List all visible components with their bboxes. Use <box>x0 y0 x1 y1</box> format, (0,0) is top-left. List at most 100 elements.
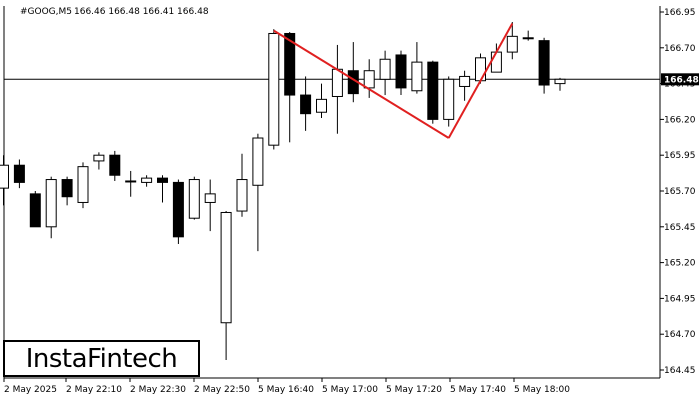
candle <box>459 70 471 101</box>
pattern-line-segment <box>273 29 450 139</box>
candle <box>427 60 439 124</box>
x-tick-label: 2 May 2025 <box>4 385 57 395</box>
bear-candle-body <box>284 32 296 96</box>
bull-candle-body <box>45 179 57 228</box>
candle <box>443 76 455 127</box>
candle <box>316 83 327 118</box>
candle <box>204 179 216 232</box>
bull-candle-body <box>459 75 471 87</box>
bull-candle-body <box>93 154 105 162</box>
bull-candle-body <box>188 179 200 219</box>
bear-candle-body <box>300 94 312 115</box>
y-tick-label: 165.45 <box>664 223 696 233</box>
candles <box>0 22 566 360</box>
symbol-label: #GOOG,M5 <box>20 7 72 17</box>
pattern-line-segment <box>447 22 514 139</box>
bear-candle-body <box>109 154 121 176</box>
x-tick-label: 2 May 22:50 <box>194 385 250 395</box>
bull-candle-body <box>268 32 280 146</box>
x-tick-label: 2 May 22:30 <box>130 385 186 395</box>
y-tick-label: 164.70 <box>664 330 696 340</box>
y-axis: 166.95166.70166.45166.20165.95165.70165.… <box>660 8 699 376</box>
candle <box>379 50 391 96</box>
ohlc-values: 166.46 166.48 166.41 166.48 <box>74 7 209 17</box>
candle <box>220 211 232 360</box>
bear-candle-body <box>172 181 184 238</box>
x-tick-label: 5 May 17:20 <box>386 385 442 395</box>
candle <box>300 76 312 131</box>
candle <box>157 175 168 203</box>
bull-candle-body <box>204 193 216 203</box>
bull-candle-body <box>0 164 9 189</box>
candle <box>61 176 73 206</box>
logo-text: InstaFintech <box>25 343 178 374</box>
candle <box>411 42 423 94</box>
x-tick-label: 5 May 16:40 <box>258 385 314 395</box>
candle <box>93 152 105 170</box>
candle <box>554 77 566 91</box>
bull-candle-body <box>316 98 327 113</box>
candle <box>522 30 534 41</box>
bull-candle-body <box>411 61 423 92</box>
y-tick-label: 165.70 <box>664 187 696 197</box>
candle <box>109 150 121 181</box>
candle <box>506 22 518 60</box>
candle <box>141 175 153 187</box>
chart-header: #GOOG,M5 166.46 166.48 166.41 166.48 <box>20 7 209 17</box>
bull-candle-body <box>443 78 455 120</box>
x-tick-label: 5 May 18:00 <box>514 385 570 395</box>
bear-candle-body <box>157 177 168 183</box>
candle <box>331 44 343 134</box>
bull-candle-body <box>475 57 486 82</box>
bull-candle-body <box>363 70 375 89</box>
bull-candle-body <box>554 78 566 85</box>
y-tick-label: 164.45 <box>664 366 696 376</box>
candle <box>347 42 359 103</box>
candle <box>538 37 550 94</box>
bull-candle-body <box>331 68 343 97</box>
candle <box>125 170 137 197</box>
bull-candle-body <box>379 58 391 80</box>
bull-candle-body <box>141 177 153 183</box>
candle <box>363 59 375 98</box>
bull-candle-body <box>236 179 248 212</box>
candle <box>172 179 184 244</box>
candle <box>188 176 200 220</box>
candle <box>13 159 25 189</box>
candle <box>284 32 296 143</box>
chart-frame <box>3 6 661 379</box>
candle <box>252 133 264 252</box>
candle <box>395 50 407 96</box>
candle <box>45 176 57 239</box>
x-tick-label: 5 May 17:40 <box>450 385 506 395</box>
candle <box>236 153 248 217</box>
bear-candle-body <box>13 164 25 183</box>
bull-candle-body <box>506 35 518 53</box>
candle <box>268 29 280 150</box>
y-tick-label: 165.20 <box>664 259 696 269</box>
y-tick-label: 164.95 <box>664 294 696 304</box>
bear-candle-body <box>395 54 407 89</box>
bear-candle-body <box>29 193 41 228</box>
candle <box>0 155 9 206</box>
y-tick-label: 165.95 <box>664 151 696 161</box>
pattern-lines <box>273 22 514 139</box>
bull-candle-body <box>522 37 534 40</box>
y-tick-label: 166.20 <box>664 115 696 125</box>
x-axis: 2 May 2025 2 May 22:10 2 May 22:30 2 May 22… <box>3 378 570 395</box>
y-tick-label: 166.70 <box>664 44 696 54</box>
bull-candle-body <box>252 137 264 186</box>
bull-candle-body <box>490 51 502 73</box>
bull-candle-body <box>220 211 232 324</box>
logo: InstaFintech <box>3 340 200 377</box>
bull-candle-body <box>77 166 89 203</box>
candle <box>77 162 89 209</box>
x-tick-label: 2 May 22:10 <box>66 385 122 395</box>
bear-candle-body <box>61 179 73 198</box>
x-tick-label: 5 May 17:00 <box>322 385 378 395</box>
bull-candle-body <box>125 180 137 183</box>
candle <box>29 191 41 228</box>
bear-candle-body <box>427 61 439 120</box>
